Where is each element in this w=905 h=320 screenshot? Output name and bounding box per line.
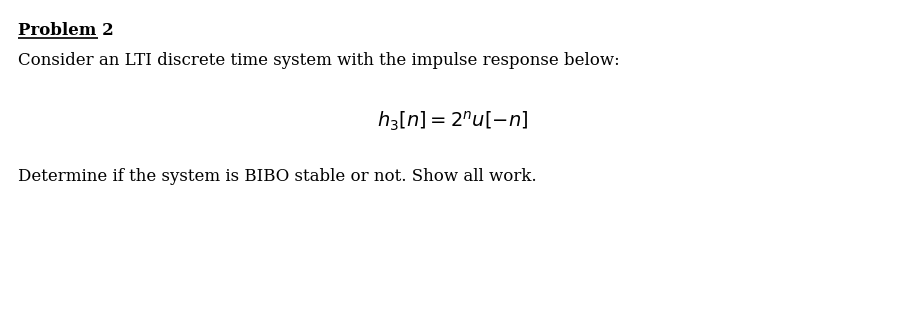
Text: Problem 2: Problem 2	[18, 22, 114, 39]
Text: Consider an LTI discrete time system with the impulse response below:: Consider an LTI discrete time system wit…	[18, 52, 620, 69]
Text: Determine if the system is BIBO stable or not. Show all work.: Determine if the system is BIBO stable o…	[18, 168, 537, 185]
Text: $h_3[n] = 2^n u[-n]$: $h_3[n] = 2^n u[-n]$	[376, 110, 529, 133]
